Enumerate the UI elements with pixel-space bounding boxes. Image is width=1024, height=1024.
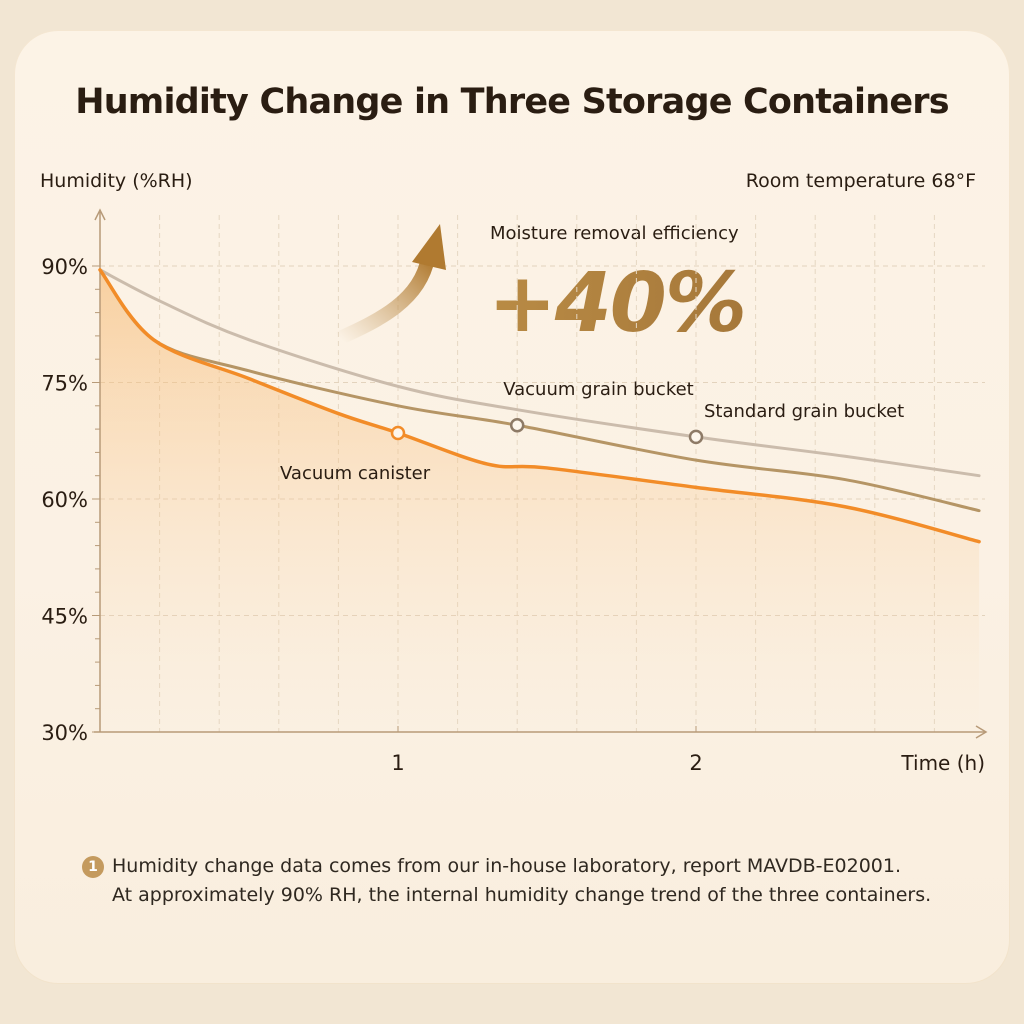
area-layer	[100, 269, 980, 732]
series-marker-vacuum-grain-bucket	[509, 417, 525, 433]
y-tick-label: 45%	[41, 605, 88, 629]
axis-layer: 30% 45% 60% 75% 90% 1 2 Time (h)	[41, 208, 988, 775]
series-layer	[98, 268, 981, 544]
series-label-vacuum-grain-bucket: Vacuum grain bucket	[503, 379, 694, 400]
footnote-line-1: Humidity change data comes from our in-h…	[112, 855, 902, 877]
x-axis-arrow-icon	[975, 725, 988, 739]
series-marker-vacuum-canister	[390, 425, 406, 441]
x-tick-label: 2	[689, 751, 702, 775]
chart-title: Humidity Change in Three Storage Contain…	[75, 82, 949, 122]
series-label-vacuum-canister: Vacuum canister	[280, 463, 431, 484]
y-axis-arrow-icon	[94, 208, 106, 221]
y-tick-label: 90%	[41, 255, 88, 279]
y-axis-label: Humidity (%RH)	[40, 170, 193, 192]
footnote-line-2: At approximately 90% RH, the internal hu…	[112, 884, 932, 906]
series-line-vacuum-canister	[98, 268, 981, 544]
series-marker-standard-grain-bucket	[688, 429, 704, 445]
efficiency-value: +40%	[488, 256, 747, 351]
series-line-standard-grain-bucket	[98, 268, 981, 478]
label-layer: Standard grain bucket Vacuum grain bucket…	[280, 379, 904, 484]
upward-arrow-icon	[333, 251, 435, 345]
y-tick-label: 60%	[41, 488, 88, 512]
footnote-number-badge: 1	[82, 856, 104, 878]
y-tick-label: 30%	[41, 721, 88, 745]
efficiency-label: Moisture removal efficiency	[490, 223, 739, 244]
footnote: 1 Humidity change data comes from our in-…	[82, 852, 982, 910]
x-tick-label: 1	[391, 751, 404, 775]
vacuum-canister-area	[100, 269, 980, 732]
arrow-head-icon	[412, 224, 446, 270]
x-axis-label: Time (h)	[900, 751, 985, 775]
y-tick-label: 75%	[41, 372, 88, 396]
series-label-standard-grain-bucket: Standard grain bucket	[704, 401, 904, 422]
room-temperature-label: Room temperature 68°F	[745, 170, 976, 192]
